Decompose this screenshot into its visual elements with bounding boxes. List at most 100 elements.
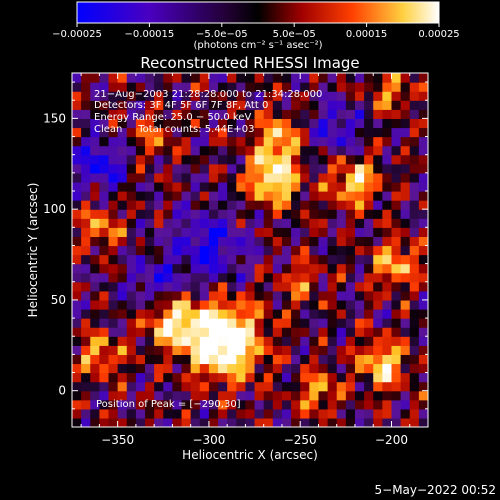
heatmap-cell (373, 136, 383, 147)
heatmap-cell (108, 200, 119, 210)
heatmap-cell (199, 363, 210, 374)
heatmap-cell (318, 381, 329, 392)
heatmap-cell (90, 172, 100, 183)
heatmap-cell (172, 73, 183, 83)
heatmap-cell (163, 82, 174, 92)
heatmap-cell (145, 218, 155, 228)
heatmap-cell (163, 309, 174, 319)
heatmap-cell (382, 254, 393, 265)
heatmap-cell (291, 118, 301, 129)
heatmap-cell (99, 227, 110, 237)
heatmap-cell (190, 399, 201, 410)
heatmap-cell (154, 209, 164, 219)
heatmap-cell (281, 191, 292, 201)
heatmap-cell (400, 372, 411, 383)
heatmap-cell (190, 172, 201, 183)
heatmap-cell (208, 227, 219, 237)
heatmap-cell (300, 181, 310, 192)
heatmap-cell (227, 181, 237, 192)
heatmap-cell (272, 363, 283, 374)
heatmap-cell (391, 91, 402, 101)
heatmap-cell (272, 100, 283, 110)
heatmap-cell (291, 100, 301, 110)
heatmap-cell (382, 354, 393, 365)
heatmap-cell (263, 200, 274, 210)
heatmap-cell (99, 127, 110, 138)
heatmap-cell (135, 145, 146, 156)
heatmap-cell (318, 172, 329, 183)
heatmap-cell (382, 318, 393, 328)
heatmap-cell (126, 127, 137, 138)
heatmap-cell (227, 91, 237, 101)
heatmap-cell (309, 354, 320, 365)
heatmap-cell (400, 390, 411, 401)
heatmap-cell (418, 181, 428, 192)
heatmap-cell (336, 136, 347, 147)
heatmap-cell (382, 145, 393, 156)
heatmap-cell (72, 408, 82, 419)
heatmap-cell (409, 417, 420, 427)
heatmap-cell (135, 218, 146, 228)
heatmap-cell (145, 408, 155, 419)
heatmap-cell (208, 181, 219, 192)
heatmap-cell (90, 408, 100, 419)
heatmap-cell (400, 363, 411, 374)
heatmap-cell (199, 354, 210, 365)
heatmap-cell (327, 145, 338, 156)
heatmap-cell (336, 281, 347, 292)
heatmap-cell (309, 154, 320, 165)
heatmap-cell (382, 299, 393, 310)
heatmap-cell (199, 390, 210, 401)
heatmap-cell (208, 200, 219, 210)
heatmap-cell (418, 200, 428, 210)
heatmap-cell (163, 299, 174, 310)
heatmap-cell (154, 390, 164, 401)
heatmap-cell (318, 91, 329, 101)
x-tick-label: −250 (284, 433, 317, 447)
heatmap-cell (117, 363, 128, 374)
heatmap-cell (364, 372, 374, 383)
heatmap-cell (382, 272, 393, 283)
heatmap-cell (364, 272, 374, 283)
heatmap-cell (364, 363, 374, 374)
heatmap-cell (199, 408, 210, 419)
heatmap-cell (345, 372, 356, 383)
heatmap-cell (145, 327, 155, 337)
heatmap-cell (227, 363, 237, 374)
heatmap-cell (190, 281, 201, 292)
heatmap-cell (272, 82, 283, 92)
heatmap-cell (272, 109, 283, 119)
heatmap-cell (245, 318, 256, 328)
heatmap-cell (108, 372, 119, 383)
heatmap-cell (345, 91, 356, 101)
heatmap-cell (236, 272, 247, 283)
heatmap-cell (126, 372, 137, 383)
heatmap-cell (354, 363, 365, 374)
heatmap-cell (400, 327, 411, 337)
heatmap-cell (272, 399, 283, 410)
heatmap-cell (418, 290, 428, 301)
heatmap-cell (336, 109, 347, 119)
heatmap-cell (117, 345, 128, 355)
heatmap-cell (263, 109, 274, 119)
heatmap-cell (145, 109, 155, 119)
heatmap-cell (391, 372, 402, 383)
heatmap-cell (336, 417, 347, 427)
heatmap-cell (90, 354, 100, 365)
heatmap-cell (245, 100, 256, 110)
heatmap-cell (364, 399, 374, 410)
heatmap-cell (99, 236, 110, 247)
heatmap-cell (309, 372, 320, 383)
heatmap-cell (373, 109, 383, 119)
heatmap-cell (99, 336, 110, 346)
heatmap-cell (418, 354, 428, 365)
heatmap-cell (327, 345, 338, 355)
heatmap-cell (208, 309, 219, 319)
heatmap-cell (163, 345, 174, 355)
heatmap-cell (218, 381, 228, 392)
heatmap-cell (263, 145, 274, 156)
heatmap-cell (208, 136, 219, 147)
heatmap-cell (364, 218, 374, 228)
heatmap-cell (354, 263, 365, 274)
heatmap-cell (108, 381, 119, 392)
